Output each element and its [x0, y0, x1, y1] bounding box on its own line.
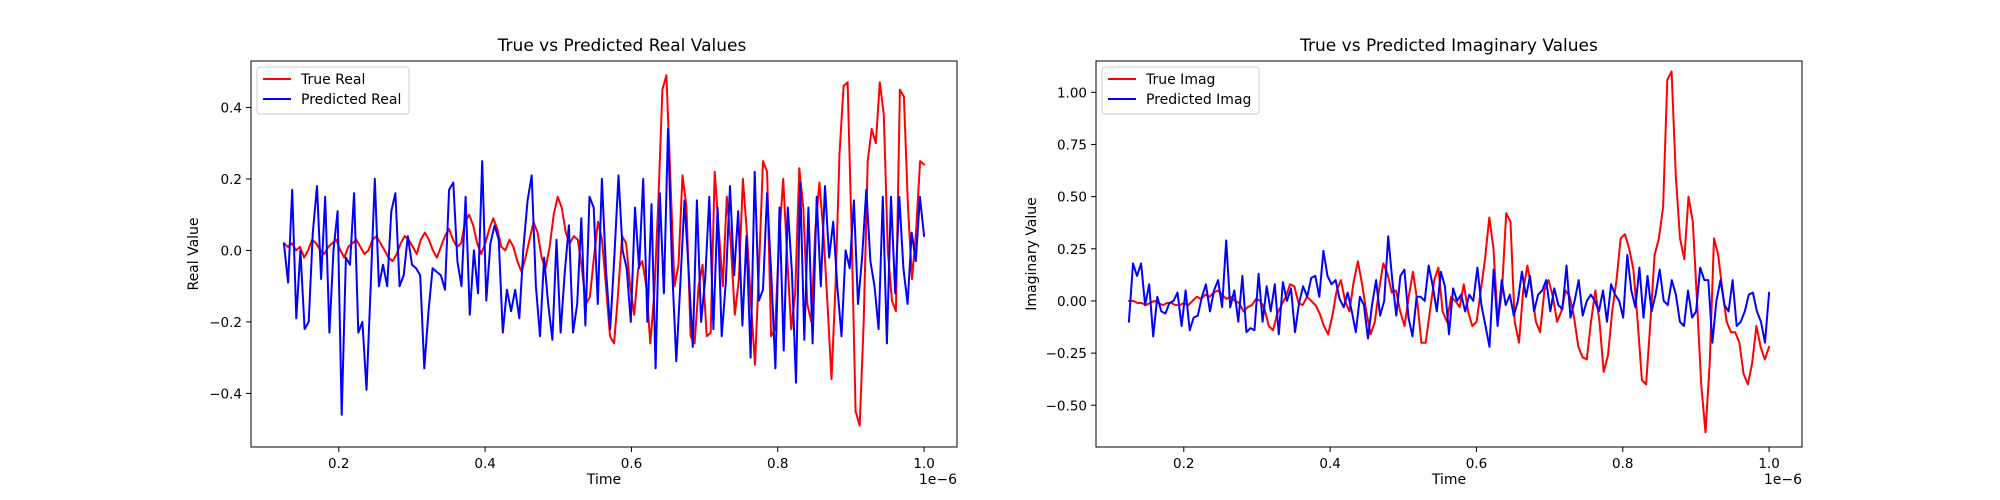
chart-imag: True vs Predicted Imaginary Values 0.2 0.… [1024, 36, 1803, 488]
y-axis-label: Real Value [186, 217, 202, 290]
y-axis-ticks: −0.50 −0.25 0.00 0.25 0.50 0.75 1.00 [1046, 85, 1096, 414]
legend-label-predicted-imag: Predicted Imag [1146, 92, 1251, 108]
y-tick-label: 0.4 [221, 100, 242, 116]
x-axis-label: Time [1431, 472, 1466, 488]
series-line-predicted-real [282, 127, 926, 416]
x-tick-label: 0.2 [328, 456, 349, 472]
x-offset-label: 1e−6 [919, 472, 957, 488]
y-axis-label: Imaginary Value [1024, 197, 1040, 311]
legend-label-predicted-real: Predicted Real [301, 92, 401, 108]
chart-title: True vs Predicted Real Values [497, 36, 747, 56]
legend-label-true-imag: True Imag [1145, 72, 1215, 88]
y-tick-label: −0.2 [209, 315, 242, 331]
legend-label-true-real: True Real [300, 72, 365, 88]
x-offset-label: 1e−6 [1764, 472, 1802, 488]
x-tick-label: 1.0 [1758, 456, 1779, 472]
y-tick-label: 0.00 [1057, 294, 1087, 310]
y-tick-label: 0.0 [221, 243, 242, 259]
legend-box [1101, 66, 1260, 115]
chart-title: True vs Predicted Imaginary Values [1299, 36, 1598, 56]
y-tick-label: 0.2 [221, 172, 242, 188]
x-axis-ticks: 0.2 0.4 0.6 0.8 1.0 [328, 447, 935, 472]
y-axis-ticks: −0.4 −0.2 0.0 0.2 0.4 [209, 100, 251, 402]
axes-frame [1095, 60, 1803, 448]
y-tick-label: 0.75 [1057, 137, 1087, 153]
x-tick-label: 0.4 [474, 456, 495, 472]
axes-frame [250, 60, 958, 448]
x-tick-label: 0.4 [1319, 456, 1340, 472]
x-tick-label: 1.0 [913, 456, 934, 472]
x-tick-label: 0.8 [767, 456, 788, 472]
legend: True Imag Predicted Imag [1101, 66, 1260, 115]
y-tick-label: −0.25 [1046, 346, 1087, 362]
x-tick-label: 0.2 [1173, 456, 1194, 472]
x-tick-label: 0.6 [621, 456, 642, 472]
plot-area [282, 74, 926, 427]
chart-real: True vs Predicted Real Values 0.2 0.4 0.6 0… [186, 36, 958, 488]
series-line-predicted-imag [1127, 235, 1771, 348]
legend: True Real Predicted Real [256, 66, 410, 115]
x-tick-label: 0.8 [1612, 456, 1633, 472]
x-tick-label: 0.6 [1466, 456, 1487, 472]
x-axis-label: Time [586, 472, 621, 488]
y-tick-label: −0.4 [209, 386, 242, 402]
legend-box [256, 66, 410, 115]
y-tick-label: −0.50 [1046, 398, 1087, 414]
x-axis-ticks: 0.2 0.4 0.6 0.8 1.0 [1173, 447, 1780, 472]
y-tick-label: 1.00 [1057, 85, 1087, 101]
y-tick-label: 0.50 [1057, 190, 1087, 206]
y-tick-label: 0.25 [1057, 242, 1087, 258]
plot-area [1127, 70, 1771, 434]
